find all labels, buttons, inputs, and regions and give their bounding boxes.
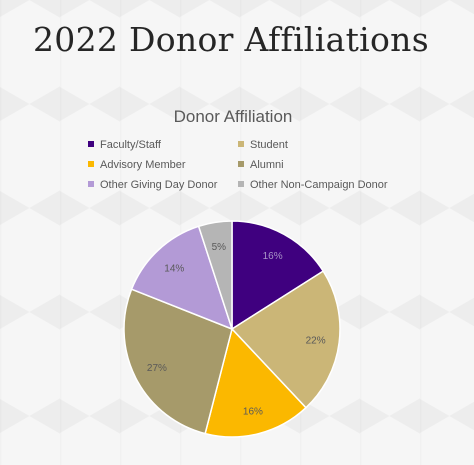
legend-item: Faculty/Staff — [88, 138, 161, 152]
legend-swatch — [238, 181, 244, 187]
pie-slice — [123, 288, 233, 435]
legend-label: Other Non-Campaign Donor — [250, 179, 388, 191]
legend-swatch — [238, 161, 244, 167]
legend-item: Other Non-Campaign Donor — [238, 178, 388, 192]
legend-swatch — [88, 161, 94, 167]
legend-item: Alumni — [238, 158, 284, 172]
legend-item: Student — [238, 138, 288, 152]
pie-slice — [197, 220, 233, 330]
pie-data-label: 14% — [164, 264, 184, 275]
pie-data-label: 22% — [306, 336, 326, 347]
legend-label: Faculty/Staff — [100, 139, 161, 151]
legend-swatch — [88, 181, 94, 187]
pie-data-label: 16% — [263, 251, 283, 262]
pie-data-label: 16% — [243, 407, 263, 418]
legend-item: Other Giving Day Donor — [88, 178, 217, 192]
pie-data-label: 5% — [212, 242, 227, 253]
pie-slice — [231, 220, 325, 331]
legend-swatch — [88, 141, 94, 147]
legend-swatch — [238, 141, 244, 147]
pie-data-label: 27% — [147, 363, 167, 374]
pie-slice — [204, 327, 307, 438]
chart-title: Donor Affiliation — [173, 107, 293, 126]
legend-label: Advisory Member — [100, 159, 186, 171]
legend-label: Other Giving Day Donor — [100, 179, 218, 191]
legend-item: Advisory Member — [88, 158, 186, 172]
legend-label: Alumni — [250, 159, 284, 171]
pie-slice — [230, 270, 341, 409]
legend-label: Student — [250, 139, 288, 151]
page-title: 2022 Donor Affiliations — [33, 20, 429, 59]
